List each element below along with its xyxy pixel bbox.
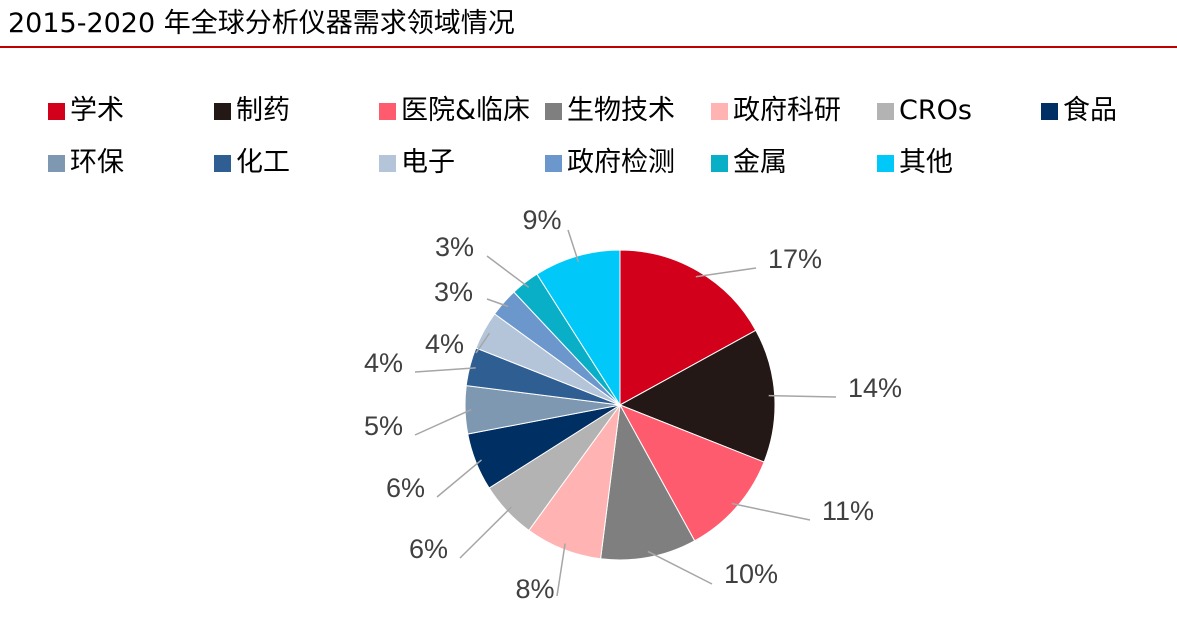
- legend-item: 电子: [379, 146, 455, 180]
- data-label: 3%: [434, 277, 473, 307]
- legend-item: 生物技术: [545, 94, 675, 128]
- legend-swatch: [214, 102, 231, 120]
- legend-item: CROs: [877, 94, 972, 128]
- data-label: 4%: [364, 348, 403, 378]
- legend-swatch: [711, 154, 728, 172]
- legend-item: 化工: [214, 146, 290, 180]
- leader-line: [475, 332, 491, 354]
- legend-label: 生物技术: [567, 95, 675, 126]
- pie-slice: [600, 403, 696, 561]
- legend-swatch: [877, 102, 894, 120]
- legend-item: 食品: [1041, 94, 1117, 128]
- data-label: 11%: [822, 496, 874, 526]
- legend-item: 学术: [48, 94, 124, 128]
- leader-line: [768, 394, 837, 398]
- pie-slice: [618, 404, 765, 542]
- leader-line: [695, 267, 757, 278]
- legend-label: 制药: [236, 95, 290, 126]
- legend-swatch: [877, 154, 894, 172]
- legend-label: 医院&临床: [401, 95, 531, 126]
- legend-label: 政府科研: [733, 95, 841, 126]
- leader-line: [414, 409, 472, 436]
- leader-line: [436, 459, 482, 498]
- leader-line: [556, 543, 566, 597]
- legend-label: 环保: [70, 147, 124, 178]
- legend-swatch: [379, 154, 396, 172]
- legend-label: 食品: [1063, 95, 1117, 126]
- legend-label: 金属: [733, 147, 787, 178]
- leader-line: [731, 502, 811, 521]
- pie-slice: [619, 249, 757, 406]
- leader-line: [647, 550, 713, 585]
- legend-label: 化工: [236, 147, 290, 178]
- leader-line: [486, 255, 530, 288]
- leader-line: [486, 298, 509, 308]
- legend-item: 其他: [877, 146, 953, 180]
- data-label: 14%: [848, 373, 902, 403]
- legend-item: 金属: [711, 146, 787, 180]
- data-label: 6%: [409, 534, 448, 564]
- data-label: 9%: [522, 205, 561, 235]
- legend-swatch: [711, 102, 728, 120]
- chart-title: 2015-2020 年全球分析仪器需求领域情况: [8, 8, 515, 39]
- data-label: 10%: [724, 559, 778, 589]
- legend-item: 政府检测: [545, 146, 675, 180]
- legend-swatch: [545, 154, 562, 172]
- data-label: 3%: [435, 232, 474, 262]
- legend-swatch: [48, 102, 65, 120]
- leader-line: [414, 367, 476, 373]
- legend-label: 电子: [401, 147, 455, 178]
- legend-item: 政府科研: [711, 94, 841, 128]
- leader-line: [459, 506, 512, 559]
- legend-item: 环保: [48, 146, 124, 180]
- data-label: 6%: [386, 473, 425, 503]
- legend-swatch: [545, 102, 562, 120]
- leader-line: [567, 229, 580, 263]
- legend-label: 政府检测: [567, 147, 675, 178]
- legend-swatch: [48, 154, 65, 172]
- legend-swatch: [379, 102, 396, 120]
- legend-swatch: [214, 154, 231, 172]
- legend-item: 制药: [214, 94, 290, 128]
- data-label: 8%: [515, 574, 554, 604]
- data-label: 5%: [364, 411, 403, 441]
- legend-swatch: [1041, 102, 1058, 120]
- legend-item: 医院&临床: [379, 94, 530, 128]
- data-label: 17%: [768, 244, 822, 274]
- legend-label: CROs: [899, 95, 972, 126]
- chart-legend: 学术 制药 医院&临床 生物技术 政府科研 CROs 食品环保 化工 电子 政府检测 金属 其他: [0, 0, 1177, 200]
- title-divider: [0, 46, 1177, 48]
- data-label: 4%: [425, 329, 464, 359]
- legend-label: 其他: [899, 147, 953, 178]
- legend-label: 学术: [70, 95, 124, 126]
